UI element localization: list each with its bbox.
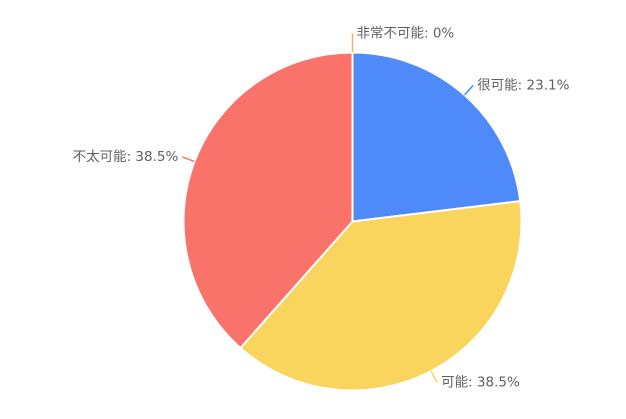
pie-slice-1[interactable] [351,51,522,223]
slice-label-1: 很可能: 23.1% [477,77,569,93]
label-line-2 [430,370,438,383]
label-line-3 [182,156,195,163]
slice-label-0: 非常不可能: 0% [357,26,455,42]
slice-label-2: 可能: 38.5% [441,375,520,391]
label-line-1 [464,84,474,96]
slice-label-3: 不太可能: 38.5% [73,149,179,165]
